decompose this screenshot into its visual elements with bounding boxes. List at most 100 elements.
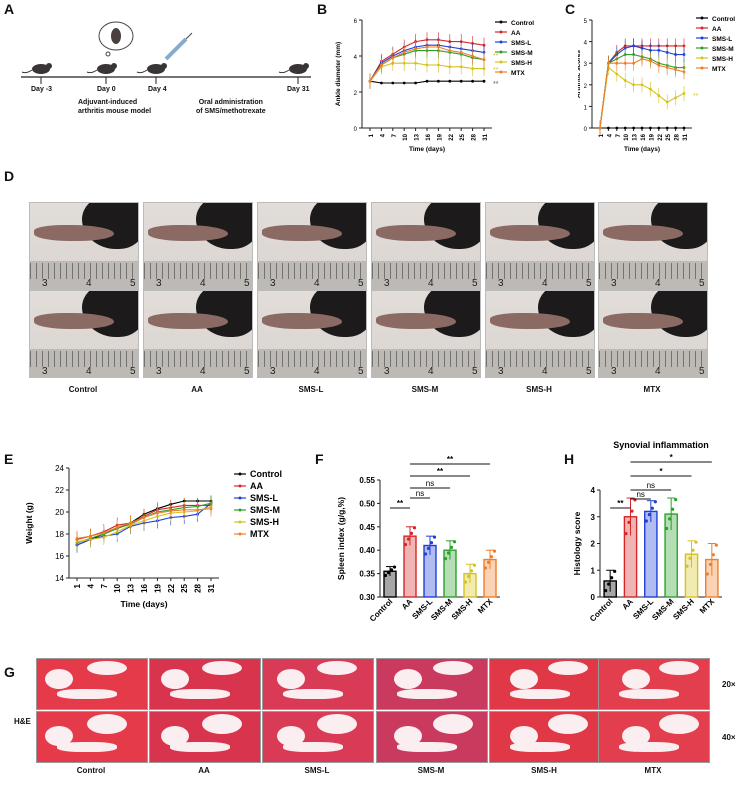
x-tick-label: 25 [180, 583, 189, 592]
y-tick-label: 16 [55, 552, 64, 561]
series-line [599, 66, 685, 129]
ruler-number: 4 [200, 366, 206, 377]
panel-D-label: D [4, 168, 15, 184]
data-point [448, 49, 452, 52]
data-point [89, 534, 92, 538]
ruler-number: 3 [384, 278, 390, 289]
data-point [657, 126, 661, 130]
x-tick-label: 22 [449, 133, 455, 140]
data-point [668, 517, 672, 521]
significance-mark: ** [493, 81, 499, 88]
data-point [653, 500, 657, 504]
data-point [682, 126, 686, 130]
x-tick-label: 22 [167, 583, 176, 592]
day-label: Day -3 [31, 86, 53, 93]
series-line [599, 58, 685, 129]
data-point [392, 565, 397, 569]
y-tick-label: 14 [55, 574, 64, 583]
data-point [657, 94, 661, 97]
data-point [610, 576, 614, 580]
x-tick-label: 10 [403, 133, 409, 140]
ruler-number: 5 [358, 366, 364, 377]
significance-label: ns [426, 479, 434, 488]
y-tick-label: 0 [354, 127, 358, 133]
legend-label: SMS-L [250, 493, 279, 503]
x-tick-label: 25 [460, 133, 466, 140]
y-tick-label: 4 [584, 41, 588, 47]
data-point [425, 79, 429, 83]
data-point [649, 48, 652, 52]
x-tick-label: 19 [649, 133, 655, 140]
group-label: SMS-L [298, 385, 324, 394]
data-point [682, 92, 686, 95]
ruler-number: 5 [586, 366, 592, 377]
data-point [674, 53, 677, 56]
data-point [471, 79, 474, 83]
data-point [472, 563, 477, 567]
data-point [466, 574, 471, 579]
data-point [486, 560, 491, 564]
significance-label: * [670, 453, 674, 462]
mouse-icon [86, 63, 117, 74]
data-point [452, 540, 457, 544]
ruler-number: 5 [699, 278, 705, 289]
data-point [459, 79, 463, 83]
y-axis-label: Ankle diameter (mm) [335, 42, 342, 106]
data-point [682, 70, 686, 74]
data-point [368, 79, 372, 83]
data-point [632, 126, 635, 130]
x-tick-label: 4 [380, 133, 386, 137]
data-point [380, 63, 383, 67]
panel-G-label: G [4, 664, 15, 680]
legend-marker [700, 56, 704, 60]
data-point [623, 126, 627, 130]
data-point [623, 53, 627, 56]
ruler-number: 5 [699, 366, 705, 377]
panel-F-label: F [315, 451, 324, 467]
legend-marker [499, 20, 503, 24]
data-point [129, 521, 132, 525]
data-point [632, 61, 635, 65]
syringe-icon [164, 32, 193, 61]
ruler-number: 3 [42, 278, 48, 289]
data-point [459, 51, 463, 54]
data-point [437, 45, 440, 49]
ruler-number: 5 [244, 366, 250, 377]
data-point [674, 68, 677, 72]
y-tick-label: 0.35 [359, 570, 375, 579]
data-point [156, 511, 159, 515]
panel-B-label: B [317, 1, 328, 17]
x-tick-label: 1 [73, 583, 82, 588]
data-point [446, 551, 451, 555]
he-stain-image [262, 658, 374, 710]
data-point [471, 54, 474, 58]
significance-label: ** [447, 455, 454, 464]
treatment-note-line: of SMS/methotrexate [196, 108, 266, 115]
day-label: Day 0 [97, 86, 116, 93]
ankle-diameter-chart: 0 2 4 6 1 4 7 10 13 16 19 22 25 28 31 Time (days) Ankle … [335, 19, 534, 153]
paw-photo: 3 4 5 [485, 290, 595, 378]
ruler-number: 4 [86, 366, 92, 377]
y-tick-label: 0.45 [359, 523, 375, 532]
data-point [607, 126, 610, 130]
histology-score-chart: 0 1 2 3 4 Histology score Synovial inflammatio… [572, 440, 722, 624]
data-point [671, 507, 675, 511]
ruler-number: 4 [428, 366, 434, 377]
data-point [483, 566, 488, 570]
day-label: Day 4 [148, 86, 167, 93]
x-tick-label: 16 [140, 583, 149, 592]
mouse-icon [278, 63, 309, 74]
x-tick-label: 28 [194, 583, 203, 592]
x-tick-label: 13 [415, 133, 421, 140]
ruler-number: 5 [472, 366, 478, 377]
data-point [705, 572, 709, 576]
model-note-line: arthritis mouse model [78, 108, 152, 115]
y-tick-label: 0.30 [359, 593, 375, 602]
y-tick-label: 4 [354, 55, 358, 61]
data-point [426, 546, 431, 550]
timeline-diagram [21, 21, 311, 84]
data-point [607, 582, 611, 586]
ruler-number: 3 [42, 366, 48, 377]
y-tick-label: 20 [55, 508, 64, 517]
